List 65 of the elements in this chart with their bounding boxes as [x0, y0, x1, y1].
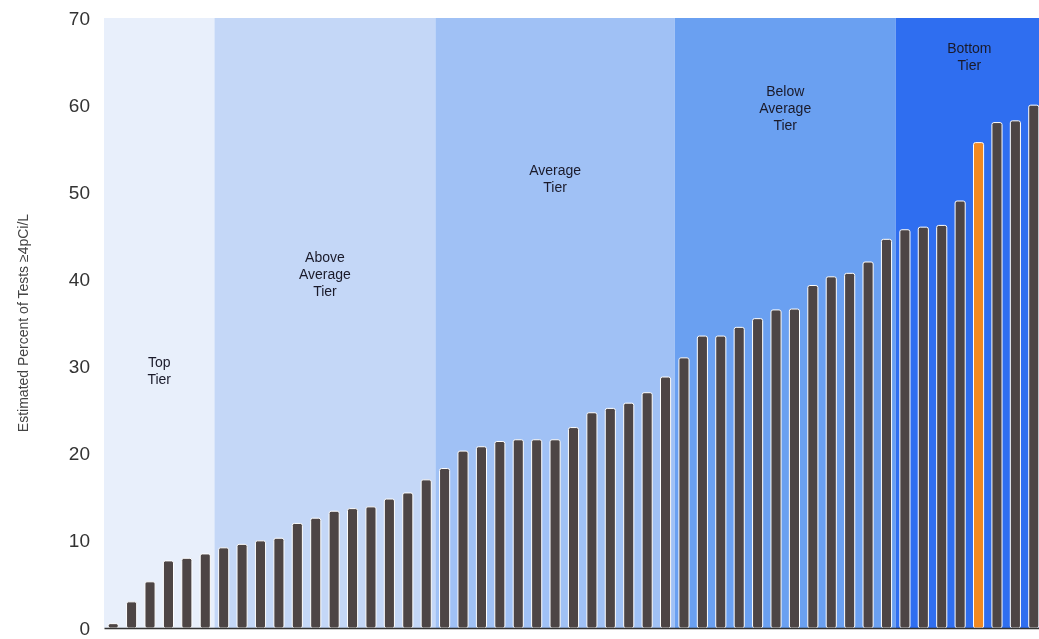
annotation: Above Average Tier [298, 249, 352, 299]
bar [144, 581, 156, 629]
bar [917, 226, 929, 629]
bar [862, 261, 874, 629]
y-tick-label: 40 [68, 269, 90, 291]
bar [660, 376, 672, 629]
y-tick-label: 50 [68, 181, 90, 203]
bar [1009, 120, 1021, 629]
bar [181, 557, 193, 629]
bar [807, 285, 819, 629]
bar [752, 318, 764, 629]
y-tick-label: 10 [68, 530, 90, 552]
bar [954, 200, 966, 629]
bar [439, 468, 451, 629]
bar [936, 224, 948, 629]
bar [844, 272, 856, 629]
bar [788, 308, 800, 629]
bar [715, 335, 727, 629]
bar [586, 412, 598, 629]
bar [457, 450, 469, 629]
annotation: Bottom Tier [947, 39, 992, 73]
bar [162, 560, 174, 629]
annotation: Average Tier [529, 161, 582, 195]
bar [899, 229, 911, 629]
y-tick-label: 20 [68, 443, 90, 465]
bar [365, 506, 377, 629]
bar [678, 357, 690, 629]
bar [291, 522, 303, 629]
bar [126, 601, 138, 629]
y-axis-title: Estimated Percent of Tests ≥4pCi/L [14, 213, 31, 433]
bar [733, 326, 745, 629]
annotation: Below Average Tier [759, 83, 812, 134]
bar [512, 439, 524, 629]
bar [880, 238, 893, 629]
bar [273, 537, 285, 629]
bar [383, 498, 395, 629]
annotation: Top Tier [147, 353, 172, 387]
bar [973, 142, 985, 629]
y-tick-label: 60 [68, 94, 90, 116]
bar [328, 510, 340, 629]
bar [494, 441, 506, 629]
bar [641, 392, 653, 629]
bar [236, 543, 248, 629]
bar [347, 508, 359, 629]
bar [531, 439, 543, 629]
bar [420, 479, 432, 629]
bar [623, 402, 635, 629]
bar [402, 492, 414, 629]
bar [567, 427, 580, 629]
bar [218, 547, 230, 629]
bar [549, 439, 561, 629]
bar [310, 517, 322, 629]
bar [475, 446, 487, 629]
bar [770, 309, 782, 629]
bar [825, 276, 837, 629]
bar [107, 623, 119, 629]
bar [254, 540, 267, 629]
y-tick-label: 0 [79, 617, 90, 639]
bar [199, 553, 211, 629]
bar [991, 122, 1003, 629]
bar [1028, 104, 1039, 629]
y-tick-label: 70 [68, 7, 90, 29]
bar [696, 335, 708, 629]
y-tick-label: 30 [68, 356, 90, 378]
bar [604, 407, 616, 629]
